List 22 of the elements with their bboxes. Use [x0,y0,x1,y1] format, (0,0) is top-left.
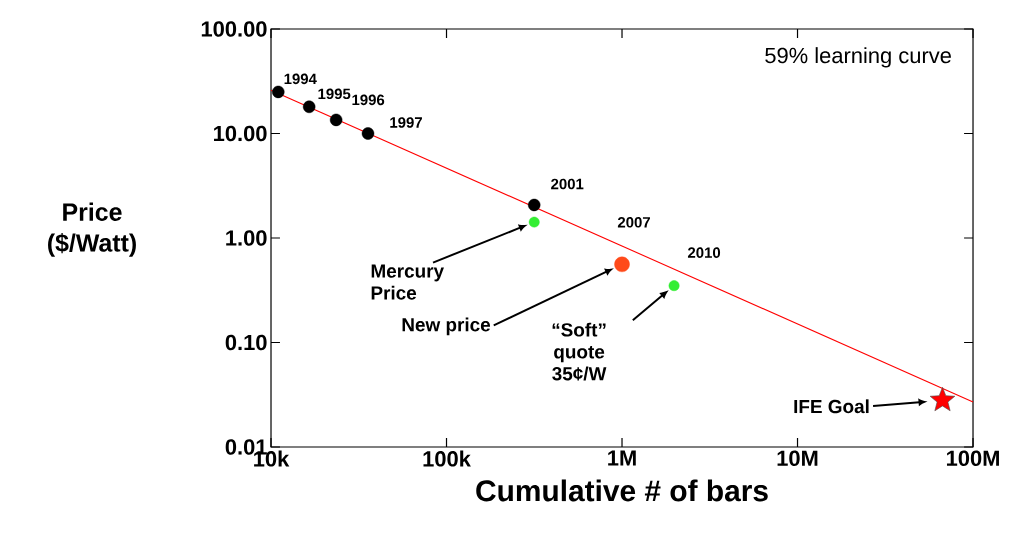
y-tick-label: 1.00 [226,230,267,246]
annotation: 2001 [551,178,584,190]
annotation: 2007 [617,217,650,228]
annotation: 1996 [352,94,385,106]
y-axis-title: Price ($/Watt) [48,202,136,257]
annotation: 1995 [318,88,351,100]
annotation: New price [402,317,491,336]
y-tick-label: 10.00 [214,125,267,142]
annotation: IFE Goal [794,399,869,414]
annotation: 2010 [687,247,721,258]
x-tick-label: 100k [423,450,471,467]
x-tick-label: 100M [946,450,999,467]
annotation: 1997 [390,117,422,128]
annotation: “Soft” quote 35¢/W [552,322,607,381]
annotation: 1994 [284,73,317,85]
annotation: Mercury Price [371,264,444,300]
y-tick-label: 100.00 [201,21,267,37]
x-tick-label: 1M [608,450,636,466]
annotation: 59% learning curve [765,47,951,68]
x-axis-title: Cumulative # of bars [476,479,768,502]
y-tick-label: 0.10 [225,334,267,351]
x-tick-label: 10M [777,450,818,467]
